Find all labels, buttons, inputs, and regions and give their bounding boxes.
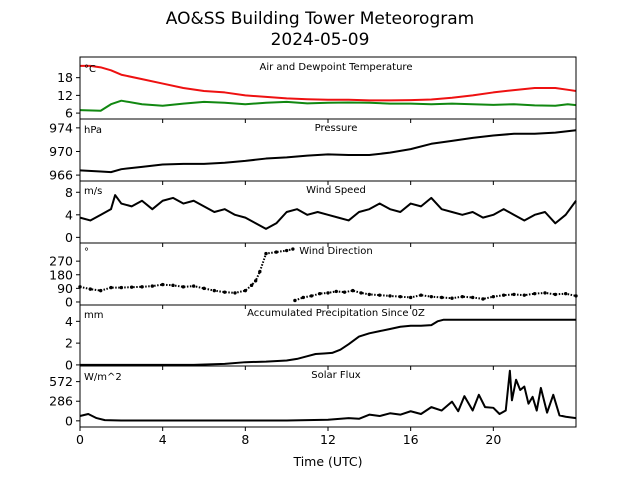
- panel-unit-pressure: hPa: [84, 125, 102, 136]
- series-temp-1: [79, 99, 577, 112]
- panel-precip: 0 2 4 Accumulated Precipitation Since 0Z mm: [65, 304, 577, 372]
- series-wind_dir-1: [293, 288, 578, 303]
- panel-title-temp: Air and Dewpoint Temperature: [260, 62, 413, 73]
- y-tick-label-pressure: 974: [49, 120, 73, 135]
- series-wind_dir-0-trace: [79, 248, 294, 294]
- y-tick-label-solar: 0: [65, 413, 73, 428]
- y-tick-label-wind_speed: 0: [65, 230, 73, 245]
- series-precip-0: [80, 318, 576, 366]
- y-tick-label-pressure: 966: [49, 168, 73, 183]
- x-tick-label: 8: [241, 432, 249, 447]
- y-tick-label-solar: 286: [49, 394, 73, 409]
- y-tick-label-temp: 18: [57, 70, 73, 85]
- y-tick-label-solar: 572: [49, 374, 73, 389]
- panel-pressure: 966 970 974 Pressure hPa: [49, 118, 577, 185]
- series-wind_dir-0: [78, 247, 295, 295]
- series-solar-0: [79, 369, 577, 422]
- panel-unit-wind_dir: °: [84, 247, 89, 258]
- panel-title-precip: Accumulated Precipitation Since 0Z: [247, 308, 425, 319]
- panel-unit-precip: mm: [84, 310, 103, 321]
- y-tick-label-wind_speed: 8: [65, 185, 73, 200]
- panel-unit-wind_speed: m/s: [84, 186, 102, 197]
- y-tick-label-wind_dir: 180: [49, 267, 73, 282]
- x-tick-label: 20: [485, 432, 501, 447]
- series-wind_dir-1-trace: [294, 289, 577, 302]
- y-tick-label-wind_dir: 270: [49, 254, 73, 269]
- panel-temp: 6 12 18 Air and Dewpoint Temperature °C: [57, 56, 577, 123]
- y-tick-label-wind_dir: 0: [65, 294, 73, 309]
- y-tick-label-pressure: 970: [49, 144, 73, 159]
- series-temp-0: [80, 64, 577, 102]
- panel-solar: 0 286 572 Solar Flux W/m^2: [49, 365, 577, 431]
- x-tick-label: 0: [76, 432, 84, 447]
- y-tick-label-wind_dir: 90: [57, 281, 73, 296]
- y-tick-label-temp: 6: [65, 106, 73, 121]
- series-wind_speed-0: [79, 194, 577, 230]
- y-tick-label-precip: 0: [65, 357, 73, 372]
- y-tick-label-precip: 4: [65, 314, 73, 329]
- panels-group: 6 12 18 Air and Dewpoint Temperature °C 966 97…: [49, 56, 578, 431]
- panel-title-pressure: Pressure: [315, 123, 358, 134]
- series-pressure-0: [79, 129, 577, 174]
- panel-unit-solar: W/m^2: [84, 372, 122, 383]
- y-tick-label-precip: 2: [65, 336, 73, 351]
- chart-title-line-2: 2024-05-09: [271, 30, 370, 50]
- x-tick-label: 12: [320, 432, 336, 447]
- x-tick-label: 16: [403, 432, 419, 447]
- chart-title-line-1: AO&SS Building Tower Meteorogram: [166, 9, 474, 29]
- x-tick-label: 4: [159, 432, 167, 447]
- panel-title-solar: Solar Flux: [311, 370, 361, 381]
- panel-unit-temp: °C: [84, 64, 96, 75]
- y-tick-label-temp: 12: [57, 88, 73, 103]
- x-axis-label: Time (UTC): [292, 454, 362, 469]
- panel-title-wind_dir: Wind Direction: [299, 246, 373, 257]
- panel-title-wind_speed: Wind Speed: [306, 185, 366, 196]
- x-axis: 0 4 8 12 16 20: [76, 432, 501, 447]
- panel-wind_speed: 0 4 8 Wind Speed m/s: [65, 180, 577, 247]
- y-tick-label-wind_speed: 4: [65, 207, 73, 222]
